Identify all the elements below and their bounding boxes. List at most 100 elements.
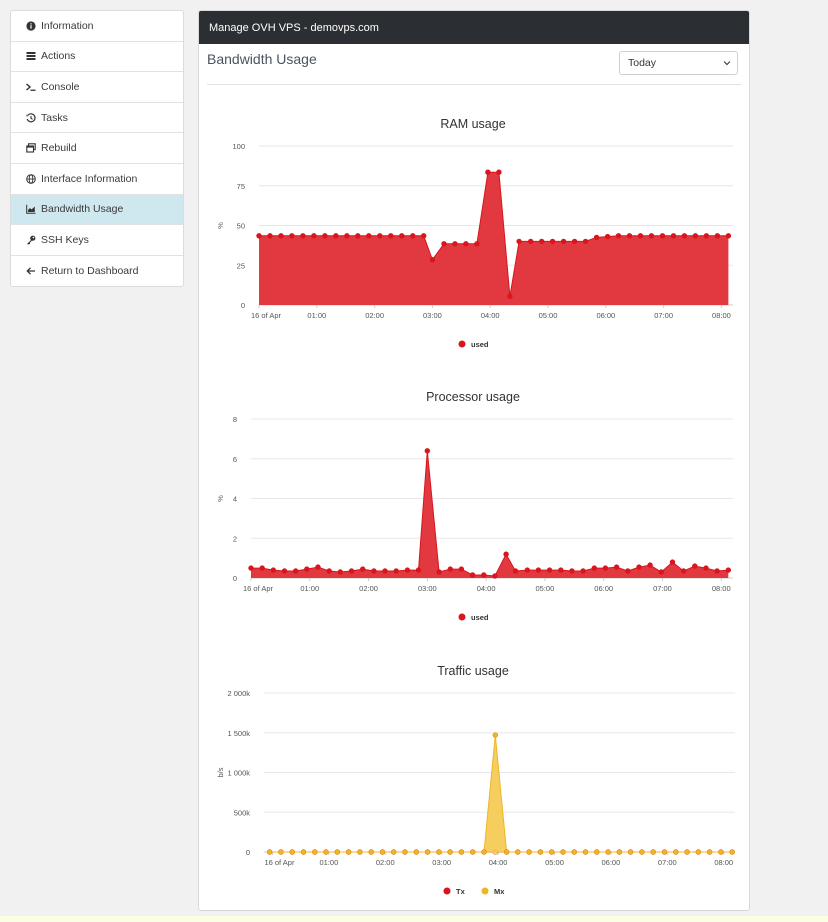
data-point [703,565,709,571]
sidebar-item-label: Bandwidth Usage [41,203,124,216]
data-point [481,572,487,578]
data-point [546,567,553,573]
y-tick-label: 25 [237,261,245,270]
main-panel: Manage OVH VPS - demovps.com Bandwidth U… [198,10,750,911]
x-tick-label: 08:00 [712,584,731,593]
chart-title: Traffic usage [437,664,509,678]
data-point [441,241,447,247]
data-point [571,849,577,855]
y-tick-label: 2 000k [227,689,250,698]
data-point [604,233,611,240]
bottom-strip [0,916,828,922]
data-point [355,233,361,239]
data-point [659,233,666,239]
data-point [312,849,318,855]
data-point [429,257,436,263]
data-point [549,238,556,245]
sidebar-item-actions[interactable]: Actions [11,42,183,73]
data-point [337,569,344,575]
data-point [315,564,321,570]
y-tick-label: 2 [233,534,237,543]
x-tick-label: 04:00 [477,584,496,593]
data-point [669,559,676,565]
data-point [714,233,721,239]
history-icon [24,112,38,123]
data-point [292,568,299,574]
data-point [616,849,623,855]
data-point [648,233,655,239]
data-point [680,568,687,574]
data-point [602,565,609,571]
data-point [300,233,306,239]
y-tick-label: 0 [233,574,237,583]
data-point [571,238,578,245]
data-point [681,233,688,239]
data-point [360,566,366,572]
x-tick-label: 05:00 [545,858,564,867]
y-tick-label: 0 [241,301,245,310]
data-point [300,849,307,855]
data-point [673,849,679,855]
data-point [496,169,502,175]
x-tick-label: 06:00 [596,311,615,320]
x-tick-label: 07:00 [653,584,672,593]
x-tick-label: 03:00 [432,858,451,867]
data-point [413,849,420,855]
data-point [512,568,519,574]
sidebar-item-rebuild[interactable]: Rebuild [11,133,183,164]
sidebar-item-label: Information [41,19,94,32]
y-tick-label: 0 [246,848,250,857]
traffic-usage-chart: Traffic usage 0 500k 1 000k 1 500k 2 000k b/s 1… [216,664,735,896]
sidebar-item-console[interactable]: Console [11,72,183,103]
x-tick-label: 16 of Apr [251,311,282,320]
data-point [393,568,399,574]
sidebar-item-ssh-keys[interactable]: SSH Keys [11,225,183,256]
range-select[interactable]: Today [619,51,738,75]
data-point [539,238,545,245]
data-point [366,233,372,239]
data-point [424,849,431,855]
sidebar-item-label: Interface Information [41,172,138,185]
legend-marker [458,613,466,621]
data-point [357,849,363,855]
data-point [626,233,633,239]
data-point [371,568,377,574]
x-tick-label: 05:00 [536,584,555,593]
data-point [537,849,544,855]
data-point [524,567,530,573]
data-point [470,849,476,855]
sidebar-item-tasks[interactable]: Tasks [11,103,183,134]
data-point [594,849,600,855]
data-point [281,568,288,574]
data-point [516,238,522,245]
panel-header: Manage OVH VPS - demovps.com [199,11,749,44]
data-point [469,572,476,578]
legend-label: Mx [494,887,505,896]
sidebar-item-return-to-dashboard[interactable]: Return to Dashboard [11,256,183,287]
panel-header-title: Manage OVH VPS - demovps.com [209,21,379,34]
x-tick-label: 04:00 [489,858,508,867]
list-icon [24,51,38,61]
data-point [348,568,355,574]
data-point [481,849,487,855]
x-tick-label: 01:00 [319,858,338,867]
data-point [503,849,510,855]
ram-usage-chart: RAM usage 0 25 50 75 100% 16 of Apr 01:00 02:00 0… [216,117,733,349]
data-point [725,233,732,239]
sidebar-item-bandwidth-usage[interactable]: Bandwidth Usage [11,194,183,226]
data-point [458,849,465,855]
data-point [326,568,332,574]
data-point [605,849,611,855]
sidebar-item-information[interactable]: Information [11,11,183,42]
x-tick-label: 03:00 [418,584,437,593]
data-point [345,849,352,855]
globe-icon [24,173,38,184]
legend-marker [458,340,466,348]
data-point [560,238,567,245]
x-tick-label: 07:00 [654,311,673,320]
data-point [695,849,701,855]
data-point [278,849,284,855]
x-tick-label: 02:00 [365,311,384,320]
sidebar-item-interface-information[interactable]: Interface Information [11,164,183,195]
series-line-used [251,450,729,577]
